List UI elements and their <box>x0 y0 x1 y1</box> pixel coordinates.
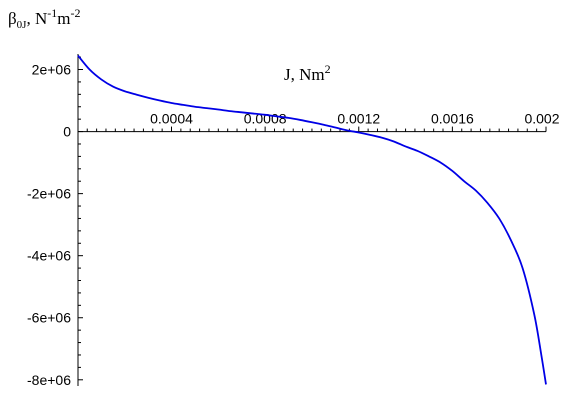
x-tick-label: 0.0012 <box>337 111 380 127</box>
x-tick-label: 0.002 <box>524 111 559 127</box>
y-tick-label: -8e+06 <box>27 372 71 388</box>
x-axis-title: J, Nm2 <box>284 62 331 84</box>
y-tick-label: 0 <box>63 124 71 140</box>
series-line <box>77 54 547 385</box>
y-tick-label: -6e+06 <box>27 310 71 326</box>
y-axis-title: β0J, N-1m-2 <box>8 6 80 31</box>
y-tick-label: -4e+06 <box>27 248 71 264</box>
y-tick-label: 2e+06 <box>32 62 72 78</box>
x-tick-label: 0.0016 <box>431 111 474 127</box>
x-tick-label: 0.0004 <box>150 111 193 127</box>
y-tick-label: -2e+06 <box>27 186 71 202</box>
